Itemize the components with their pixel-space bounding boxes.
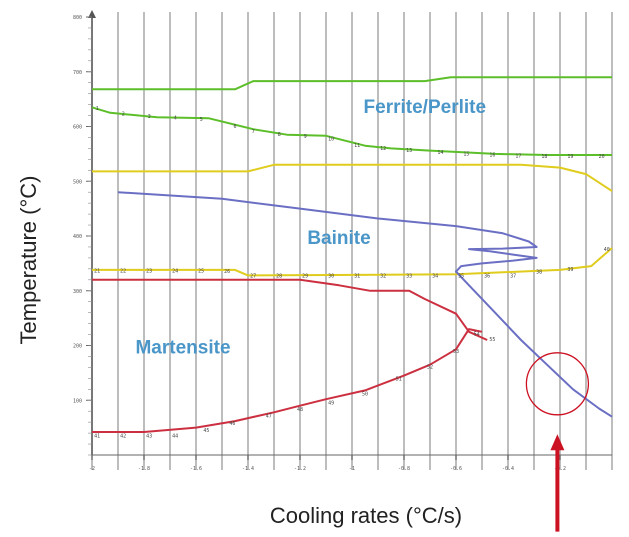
point-label: 24 bbox=[172, 268, 178, 274]
y-tick-label: 300 bbox=[73, 289, 82, 295]
point-label: 50 bbox=[362, 392, 368, 398]
point-label: 31 bbox=[354, 273, 360, 279]
point-label: 28 bbox=[276, 273, 282, 279]
series-line bbox=[91, 106, 612, 156]
series-line bbox=[92, 76, 612, 91]
x-tick-label: -0.4 bbox=[502, 466, 514, 472]
point-label: 21 bbox=[94, 268, 100, 274]
point-label: 26 bbox=[224, 269, 230, 275]
series-line bbox=[92, 278, 488, 341]
y-tick-label: 600 bbox=[73, 125, 82, 131]
point-label: 16 bbox=[489, 152, 495, 158]
point-label: 14 bbox=[437, 150, 443, 156]
region-label: Ferrite/Perlite bbox=[364, 97, 487, 118]
point-label: 8 bbox=[278, 132, 281, 138]
x-tick-label: -1.8 bbox=[138, 466, 150, 472]
point-label: 30 bbox=[328, 273, 334, 279]
x-tick-label: -0.8 bbox=[398, 466, 410, 472]
highlight-circle bbox=[525, 352, 590, 416]
point-label: 6 bbox=[233, 124, 236, 130]
point-label: 3 bbox=[148, 114, 151, 120]
point-label: 53 bbox=[453, 349, 459, 355]
region-labels: Ferrite/Perlite Bainite Martensite bbox=[135, 97, 486, 359]
point-label: 32 bbox=[380, 273, 386, 279]
region-label: Bainite bbox=[307, 228, 370, 249]
x-tick-label: -1.4 bbox=[242, 466, 254, 472]
series-line bbox=[117, 191, 613, 418]
point-label: 18 bbox=[541, 154, 547, 160]
point-label: 54 bbox=[474, 331, 480, 337]
point-label: 13 bbox=[406, 148, 412, 154]
point-label: 52 bbox=[427, 364, 433, 370]
y-tick-label: 500 bbox=[73, 179, 82, 185]
point-label: 35 bbox=[458, 273, 464, 279]
point-label: 42 bbox=[120, 433, 126, 439]
point-label: 1 bbox=[96, 106, 99, 112]
x-tick-label: -1 bbox=[349, 466, 355, 472]
point-label: 43 bbox=[146, 433, 152, 439]
point-label: 44 bbox=[172, 433, 178, 439]
x-axis-title: Cooling rates (°C/s) bbox=[270, 503, 462, 528]
y-tick-label: 700 bbox=[73, 70, 82, 76]
point-label: 10 bbox=[328, 137, 334, 143]
point-label: 39 bbox=[567, 267, 573, 273]
x-tick-label: -1.6 bbox=[190, 466, 202, 472]
point-label: 38 bbox=[536, 270, 542, 276]
point-label: 48 bbox=[297, 407, 303, 413]
point-label: 2 bbox=[122, 111, 125, 117]
point-label: 29 bbox=[302, 273, 308, 279]
point-label: 19 bbox=[567, 154, 573, 160]
point-label: 9 bbox=[304, 134, 307, 140]
region-label: Martensite bbox=[135, 338, 230, 359]
y-tick-label: 200 bbox=[73, 344, 82, 350]
series-line bbox=[92, 328, 483, 433]
point-label: 17 bbox=[515, 154, 521, 160]
point-label: 49 bbox=[328, 400, 334, 406]
y-ticks: 100 200 300 400 500 600 700 800 bbox=[73, 15, 92, 456]
point-label: 34 bbox=[432, 273, 438, 279]
point-label: 51 bbox=[396, 376, 402, 382]
x-ticks: -2 -1.8 -1.6 -1.4 -1.2 -1 -0.8 -0.6 -0.4 -0.2 bbox=[89, 455, 566, 472]
point-label: 33 bbox=[406, 273, 412, 279]
indicator-arrowhead bbox=[550, 434, 565, 451]
series-line bbox=[92, 163, 613, 192]
point-label: 11 bbox=[354, 143, 360, 149]
y-tick-label: 100 bbox=[73, 398, 82, 404]
point-label: 7 bbox=[252, 129, 255, 135]
y-axis-arrowhead bbox=[88, 10, 96, 18]
y-tick-label: 400 bbox=[73, 234, 82, 240]
x-tick-label: -0.6 bbox=[450, 466, 462, 472]
x-tick-label: -2 bbox=[89, 466, 95, 472]
point-label: 15 bbox=[463, 151, 469, 157]
point-label: 22 bbox=[120, 268, 126, 274]
point-label: 36 bbox=[484, 273, 490, 279]
point-label: 4 bbox=[174, 116, 177, 122]
point-label: 41 bbox=[94, 433, 100, 439]
point-label: 25 bbox=[198, 268, 204, 274]
x-tick-label: -1.2 bbox=[294, 466, 306, 472]
point-label: 20 bbox=[599, 154, 605, 160]
point-label: 47 bbox=[266, 414, 272, 420]
point-label: 45 bbox=[203, 428, 209, 434]
point-label: 5 bbox=[200, 117, 203, 123]
y-tick-label: 800 bbox=[73, 15, 82, 21]
point-label: 55 bbox=[489, 337, 495, 343]
point-label: 12 bbox=[380, 146, 386, 152]
annotations bbox=[525, 352, 590, 532]
point-label: 40 bbox=[604, 247, 610, 253]
point-label: 27 bbox=[250, 273, 256, 279]
series-lines bbox=[91, 76, 613, 433]
point-label: 23 bbox=[146, 268, 152, 274]
series-line bbox=[92, 247, 613, 277]
y-axis-title: Temperature (°C) bbox=[16, 176, 41, 345]
point-label: 37 bbox=[510, 273, 516, 279]
point-label: 46 bbox=[229, 421, 235, 427]
x-tick-label: -0.2 bbox=[554, 466, 566, 472]
